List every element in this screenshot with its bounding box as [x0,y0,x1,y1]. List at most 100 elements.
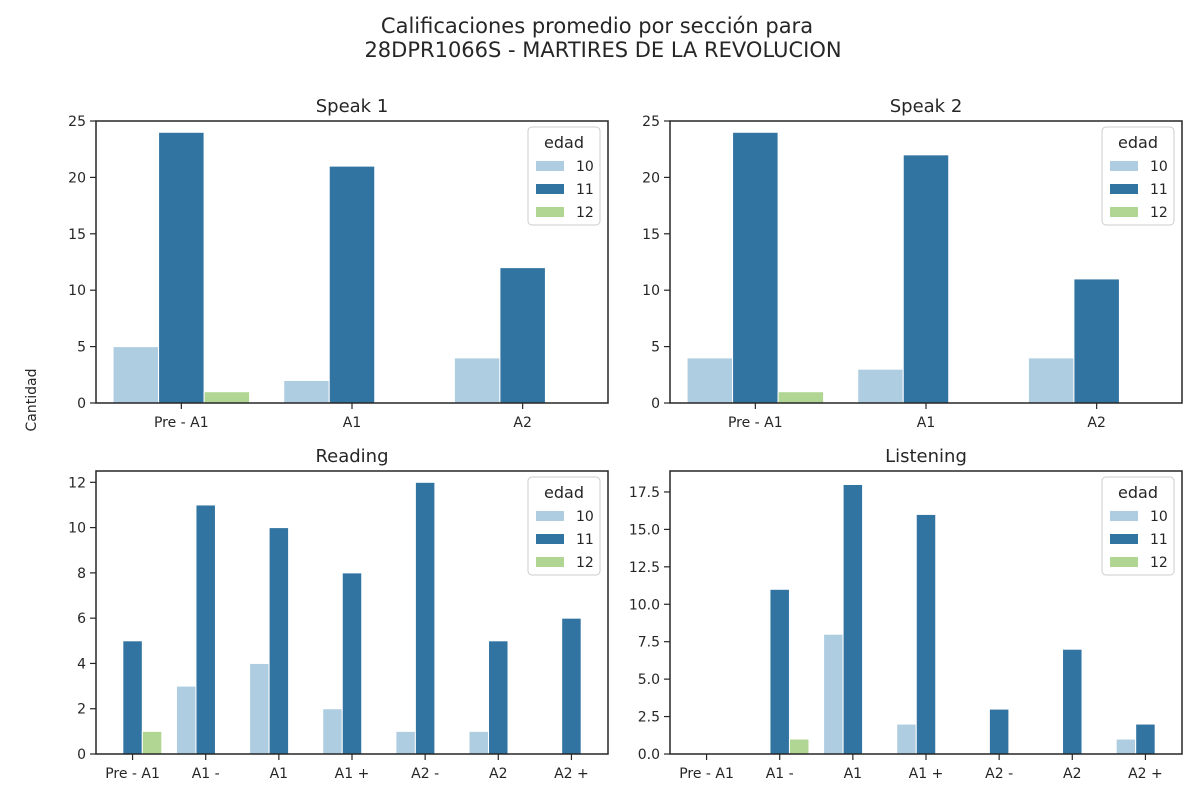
bar-11-0 [732,131,779,404]
legend-swatch-10 [1110,161,1138,171]
bar-10-3 [322,708,343,755]
y-tick-label: 0 [77,396,86,412]
legend-label-10: 10 [576,159,594,175]
bar-11-6 [1135,723,1156,755]
legend-swatch-10 [536,161,564,171]
bar-10-2 [1027,357,1075,404]
legend-label-12: 12 [576,205,594,221]
chart-title: Speak 1 [316,96,389,117]
x-tick-label: A1 - [766,766,794,782]
x-tick-label: A1 - [192,766,220,782]
chart-1: Speak 2 0 5 10 15 20 25 Pre - A1 A1 A2 edad 10 11 12 [642,96,1183,431]
bar-11-2 [499,267,546,404]
y-tick-label: 2.5 [638,710,660,726]
legend: edad 10 11 12 [527,476,601,576]
legend: edad 10 11 12 [527,126,601,226]
bar-10-2 [249,662,270,755]
legend: edad 10 11 12 [1101,476,1175,576]
legend-swatch-10 [1110,511,1138,521]
legend-box [1101,126,1175,226]
bar-11-1 [195,504,216,755]
x-tick-label: A2 - [411,766,439,782]
legend-title: edad [1118,133,1158,152]
x-tick-label: Pre - A1 [154,415,209,431]
bar-10-4 [395,730,416,755]
y-tick-label: 10 [68,283,86,299]
x-tick-label: A2 [1063,766,1081,782]
y-tick-label: 15 [68,227,86,243]
y-tick-label: 4 [77,656,86,672]
bar-12-0 [141,730,163,755]
bar-11-2 [1073,278,1120,404]
legend-swatch-11 [536,534,564,544]
y-tick-label: 15.0 [629,522,660,538]
x-tick-label: Pre - A1 [105,766,160,782]
bar-10-5 [468,730,490,755]
y-tick-label: 6 [77,611,86,627]
bar-11-3 [341,572,363,755]
legend-label-12: 12 [576,555,594,571]
legend-label-11: 11 [1150,532,1168,548]
x-tick-label: A2 + [1128,766,1163,782]
bar-12-0 [777,391,825,404]
chart-0: Speak 1 0 5 10 15 20 25 Pre - A1 A1 A2 edad 10 11 12 [68,96,609,431]
y-tick-label: 12.5 [629,560,660,576]
legend-swatch-11 [1110,184,1138,194]
bar-11-6 [561,617,582,755]
legend-label-11: 11 [576,182,594,198]
bar-10-2 [823,633,844,755]
y-tick-label: 15 [642,227,660,243]
y-tick-label: 10.0 [629,597,660,613]
bar-11-3 [915,513,937,755]
legend-title: edad [1118,483,1158,502]
y-tick-label: 25 [642,114,660,130]
legend-label-10: 10 [576,509,594,525]
x-tick-label: Pre - A1 [728,415,783,431]
chart-3: Listening 0.0 2.5 5.0 7.5 10.0 12.5 15.0 17.5 Pre… [629,446,1183,782]
y-tick-label: 0 [77,747,86,763]
bar-11-1 [328,165,376,404]
bar-10-1 [283,379,330,404]
y-tick-label: 10 [68,521,86,537]
x-tick-label: Pre - A1 [679,766,734,782]
legend-label-11: 11 [576,532,594,548]
y-tick-label: 0 [651,396,660,412]
bar-11-5 [488,640,509,755]
x-tick-label: A2 [513,415,531,431]
legend-box [527,476,601,576]
chart-title: Listening [885,446,967,467]
legend-swatch-11 [536,184,564,194]
bar-10-0 [112,346,160,404]
y-tick-label: 10 [642,283,660,299]
legend-swatch-10 [536,511,564,521]
x-tick-label: A1 + [335,766,370,782]
legend-box [527,126,601,226]
chart-2: Reading 0 2 4 6 8 10 12 Pre - A1 A1 - A1 A1 + A2 - A2… [68,446,609,782]
legend-title: edad [544,133,584,152]
y-tick-label: 25 [68,114,86,130]
legend-box [1101,476,1175,576]
y-tick-label: 7.5 [638,635,660,651]
legend-title: edad [544,483,584,502]
legend-label-11: 11 [1150,182,1168,198]
bar-11-1 [902,154,950,404]
x-tick-label: A2 + [554,766,589,782]
bar-11-1 [769,588,790,755]
legend-swatch-12 [1110,557,1138,567]
bar-10-1 [857,368,904,404]
x-tick-label: A1 [270,766,288,782]
bar-11-2 [268,527,290,755]
y-tick-label: 0.0 [638,747,660,763]
y-tick-label: 5 [77,340,86,356]
x-tick-label: A2 [489,766,507,782]
chart-title: Reading [315,446,388,467]
y-tick-label: 5.0 [638,672,660,688]
y-tick-label: 12 [68,475,86,491]
bar-12-0 [203,391,251,404]
legend-swatch-12 [1110,207,1138,217]
figure-ylabel: Cantidad [24,369,40,432]
legend-label-10: 10 [1150,509,1168,525]
bar-10-0 [686,357,734,404]
legend-label-12: 12 [1150,555,1168,571]
